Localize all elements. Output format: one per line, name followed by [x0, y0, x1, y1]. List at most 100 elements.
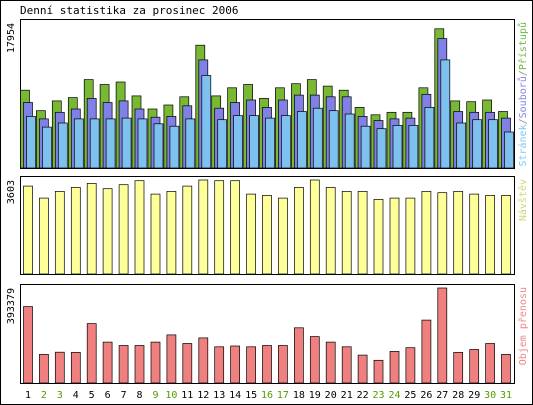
day-tick-label: 21 — [341, 390, 353, 401]
bar-str-nek-day-1 — [26, 116, 36, 169]
day-tick-label: 27 — [436, 390, 448, 401]
bar-str-nek-day-19 — [312, 107, 323, 169]
bar-n-v-t-v-day-8 — [134, 180, 145, 275]
bar-objem-p-enosu-day-19 — [309, 336, 320, 384]
bar-str-nek-day-22 — [360, 125, 371, 169]
day-tick-label: 23 — [372, 390, 384, 401]
bar-objem-p-enosu-day-15 — [246, 346, 256, 384]
bar-str-nek-day-29 — [472, 119, 483, 169]
day-tick-label: 26 — [420, 390, 432, 401]
bar-n-v-t-v-day-10 — [166, 191, 177, 275]
bar-objem-p-enosu-day-6 — [102, 341, 113, 384]
bar-objem-p-enosu-day-12 — [198, 337, 209, 384]
bar-objem-p-enosu-day-18 — [294, 327, 304, 384]
bar-str-nek-day-20 — [328, 110, 339, 169]
day-tick-label: 24 — [388, 390, 400, 401]
x-axis-day-labels: 1 2 3 4 5 6 7 8 9 10 11 12 13 14 15 16 17 18 19 20 21 22 23 24 2… — [25, 390, 512, 401]
day-tick-label: 20 — [325, 390, 337, 401]
bar-str-nek-day-2 — [42, 126, 52, 169]
bar-str-nek-day-14 — [233, 115, 243, 169]
bar-objem-p-enosu-day-17 — [278, 345, 288, 384]
bar-n-v-t-v-day-25 — [405, 197, 416, 275]
bar-str-nek-day-26 — [424, 107, 435, 169]
chart-panels: 17954 Stránek/Souborů/Přístupů 3603 Návštěv… — [6, 19, 529, 384]
bar-str-nek-day-23 — [376, 128, 387, 169]
bar-str-nek-day-11 — [185, 118, 196, 169]
bar-objem-p-enosu-day-8 — [134, 345, 145, 384]
bar-n-v-t-v-day-4 — [70, 187, 81, 275]
panel-1: 3603 Návštěv — [6, 176, 529, 275]
day-tick-label: 29 — [468, 390, 480, 401]
bar-str-nek-day-10 — [169, 125, 180, 169]
bar-objem-p-enosu-day-16 — [262, 345, 272, 384]
bar-n-v-t-v-day-28 — [453, 191, 464, 275]
bar-str-nek-day-13 — [217, 119, 228, 169]
day-tick-label: 1 — [25, 390, 31, 401]
bar-objem-p-enosu-day-23 — [373, 359, 384, 384]
day-tick-label: 2 — [41, 390, 47, 401]
legend-entry: Objem přenosu — [517, 287, 529, 365]
bar-objem-p-enosu-day-11 — [182, 343, 193, 384]
day-tick-label: 16 — [261, 390, 273, 401]
bar-n-v-t-v-day-15 — [246, 193, 256, 275]
bar-n-v-t-v-day-19 — [309, 179, 320, 275]
bar-n-v-t-v-day-23 — [373, 199, 384, 275]
day-tick-label: 12 — [197, 390, 209, 401]
bar-str-nek-day-28 — [456, 122, 467, 169]
bar-n-v-t-v-day-31 — [501, 195, 511, 275]
bar-objem-p-enosu-day-22 — [357, 354, 368, 384]
day-tick-label: 11 — [181, 390, 193, 401]
day-tick-label: 18 — [293, 390, 305, 401]
day-tick-label: 7 — [121, 390, 127, 401]
day-tick-label: 13 — [213, 390, 225, 401]
day-tick-label: 9 — [152, 390, 158, 401]
bar-str-nek-day-31 — [504, 131, 514, 169]
bar-n-v-t-v-day-2 — [39, 197, 49, 275]
bar-objem-p-enosu-day-13 — [214, 346, 225, 384]
bar-n-v-t-v-day-21 — [341, 191, 352, 275]
bar-objem-p-enosu-day-5 — [86, 323, 97, 384]
bar-str-nek-day-18 — [297, 111, 307, 169]
bar-n-v-t-v-day-5 — [86, 183, 97, 275]
day-tick-label: 14 — [229, 390, 241, 401]
bar-n-v-t-v-day-30 — [485, 195, 495, 275]
bar-objem-p-enosu-day-24 — [389, 351, 400, 384]
bar-str-nek-day-8 — [137, 118, 148, 169]
panel-legend: Návštěv — [517, 179, 529, 221]
bar-objem-p-enosu-day-4 — [70, 352, 81, 384]
bar-n-v-t-v-day-9 — [150, 193, 161, 275]
bar-str-nek-day-9 — [153, 123, 164, 169]
bar-n-v-t-v-day-13 — [214, 180, 225, 275]
bar-str-nek-day-16 — [265, 117, 275, 169]
panel-legend: Objem přenosu — [517, 287, 529, 365]
panel-max-label: 17954 — [6, 23, 17, 53]
legend-entry: Souborů — [517, 76, 529, 118]
day-tick-label: 31 — [500, 390, 512, 401]
day-tick-label: 5 — [89, 390, 95, 401]
bar-objem-p-enosu-day-29 — [469, 349, 480, 384]
day-tick-label: 30 — [484, 390, 496, 401]
legend-entry: / — [518, 70, 529, 76]
panel-legend: Stránek/Souborů/Přístupů — [517, 22, 529, 167]
bar-objem-p-enosu-day-1 — [23, 306, 33, 384]
bar-n-v-t-v-day-3 — [54, 191, 65, 275]
day-tick-label: 6 — [105, 390, 111, 401]
bar-n-v-t-v-day-14 — [230, 180, 240, 275]
panel-2: 393379 Objem přenosu — [6, 284, 529, 384]
day-tick-label: 28 — [452, 390, 464, 401]
bar-objem-p-enosu-day-31 — [501, 354, 511, 384]
chart-title: Denní statistika za prosinec 2006 — [20, 4, 239, 17]
bar-n-v-t-v-day-11 — [182, 185, 193, 275]
day-tick-label: 19 — [309, 390, 321, 401]
bar-str-nek-day-4 — [73, 118, 84, 169]
bar-n-v-t-v-day-7 — [118, 184, 129, 275]
day-tick-label: 25 — [404, 390, 416, 401]
bar-objem-p-enosu-day-14 — [230, 345, 240, 384]
bar-objem-p-enosu-day-28 — [453, 352, 464, 384]
bar-n-v-t-v-day-24 — [389, 197, 400, 275]
bar-str-nek-day-21 — [344, 113, 355, 169]
bar-str-nek-day-24 — [392, 125, 403, 169]
panel-0: 17954 Stránek/Souborů/Přístupů — [6, 19, 529, 169]
bar-str-nek-day-17 — [281, 115, 291, 169]
